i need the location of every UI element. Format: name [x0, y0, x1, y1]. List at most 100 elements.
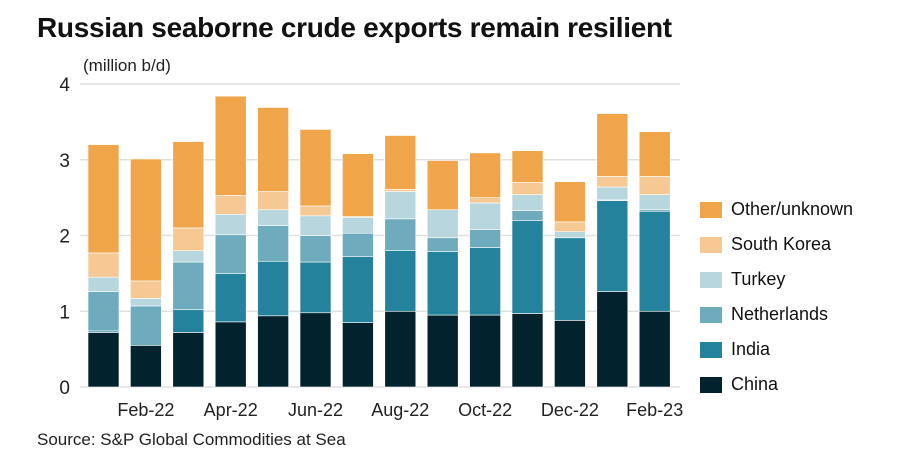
legend-label: China — [731, 374, 779, 394]
bar-segment-other-unknown — [384, 135, 417, 190]
bar-segment-turkey — [511, 194, 544, 211]
bar-segment-india — [638, 210, 671, 312]
bar-segment-south-korea — [638, 176, 671, 195]
legend-item: China — [700, 367, 853, 402]
bar-segment-china — [87, 332, 120, 388]
bar-segment-china — [511, 313, 544, 388]
bar-segment-india — [214, 273, 247, 323]
bar-segment-other-unknown — [257, 107, 289, 192]
bar-segment-other-unknown — [554, 181, 586, 223]
legend-item: Other/unknown — [700, 192, 853, 227]
bar-segment-china — [554, 320, 586, 388]
x-tick-label: Dec-22 — [541, 400, 599, 420]
x-tick-label: Jun-22 — [288, 400, 343, 420]
bar-segment-other-unknown — [596, 113, 629, 177]
bar-segment-south-korea — [172, 227, 205, 251]
bar-segment-south-korea — [511, 182, 544, 195]
bar-segment-turkey — [426, 209, 459, 239]
legend-swatch — [700, 376, 722, 393]
bar-segment-other-unknown — [511, 150, 544, 183]
bar-segment-other-unknown — [299, 129, 332, 207]
bar-segment-india — [172, 309, 205, 333]
y-tick-label: 0 — [59, 378, 70, 399]
bar-segment-netherlands — [511, 210, 544, 221]
bar-segment-turkey — [638, 194, 671, 211]
y-tick-label: 4 — [59, 75, 70, 96]
bar-segment-south-korea — [130, 280, 162, 299]
source-note: Source: S&P Global Commodities at Sea — [37, 430, 346, 449]
bar-segment-india — [342, 256, 374, 323]
bar-segment-india — [426, 251, 459, 316]
bar-segment-turkey — [469, 202, 501, 230]
bar-segment-netherlands — [299, 235, 332, 263]
bar-segment-turkey — [172, 250, 205, 263]
bar-segment-india — [384, 250, 417, 312]
legend-swatch — [700, 306, 722, 323]
x-tick-label: Apr-22 — [204, 400, 258, 420]
legend-label: South Korea — [731, 234, 832, 254]
bar-segment-south-korea — [257, 191, 289, 211]
bar-segment-south-korea — [299, 205, 332, 217]
bar-segment-south-korea — [384, 188, 417, 192]
bar-segment-other-unknown — [172, 141, 205, 229]
x-tick-label: Oct-22 — [458, 400, 512, 420]
bar-segment-turkey — [257, 209, 289, 226]
bar-segment-china — [596, 291, 629, 388]
bar-segment-other-unknown — [342, 153, 374, 217]
x-tick-label: Aug-22 — [371, 400, 429, 420]
bar-segment-china — [214, 321, 247, 388]
bar-segment-south-korea — [554, 221, 586, 233]
bar-segment-turkey — [554, 231, 586, 239]
y-tick-label: 1 — [59, 302, 70, 323]
bar-segment-china — [130, 345, 162, 388]
bar-segment-turkey — [87, 276, 120, 292]
bar-segment-south-korea — [214, 195, 247, 215]
legend-swatch — [700, 201, 722, 218]
bar-segment-turkey — [342, 217, 374, 234]
bar-segment-south-korea — [596, 176, 629, 188]
bar-segment-other-unknown — [638, 131, 671, 177]
bar-segment-other-unknown — [426, 160, 459, 211]
bar-segment-turkey — [214, 213, 247, 236]
bar-segment-india — [554, 237, 586, 321]
legend-label: Netherlands — [731, 304, 829, 324]
bar-segment-turkey — [384, 191, 417, 220]
legend: Other/unknown South Korea Turkey Netherland… — [700, 192, 853, 402]
legend-swatch — [700, 236, 722, 253]
bar-segment-turkey — [130, 298, 162, 307]
y-tick-label: 3 — [59, 151, 70, 172]
bar-segment-china — [426, 314, 459, 388]
legend-label: Turkey — [731, 269, 786, 289]
bar-segment-turkey — [299, 215, 332, 236]
y-axis-unit-label: (million b/d) — [83, 56, 171, 75]
bar-segment-netherlands — [214, 234, 247, 274]
bar-segment-other-unknown — [469, 152, 501, 198]
chart-title: Russian seaborne crude exports remain re… — [37, 12, 672, 43]
legend-item: Netherlands — [700, 297, 853, 332]
legend-label: Other/unknown — [731, 199, 854, 219]
bar-segment-china — [172, 332, 205, 388]
x-tick-label: Feb-22 — [117, 400, 174, 420]
bar-segment-south-korea — [87, 252, 120, 278]
legend-label: India — [731, 339, 771, 359]
bar-segment-china — [384, 310, 417, 388]
bar-segment-china — [299, 312, 332, 388]
bar-segment-other-unknown — [87, 144, 120, 254]
x-tick-label: Feb-23 — [626, 400, 683, 420]
bar-segment-china — [638, 310, 671, 388]
bar-segment-netherlands — [342, 232, 374, 258]
bar-segment-india — [596, 200, 629, 292]
bar-segment-other-unknown — [130, 158, 162, 282]
bar-segment-netherlands — [426, 237, 459, 252]
bar-segment-netherlands — [384, 218, 417, 251]
y-tick-label: 2 — [59, 227, 70, 248]
legend-item: Turkey — [700, 262, 853, 297]
bar-segment-china — [257, 315, 289, 388]
legend-swatch — [700, 271, 722, 288]
bar-segment-other-unknown — [214, 95, 247, 196]
bar-segment-netherlands — [87, 291, 120, 332]
bar-segment-india — [469, 247, 501, 316]
bar-segment-china — [342, 322, 374, 388]
bar-segment-south-korea — [469, 197, 501, 204]
